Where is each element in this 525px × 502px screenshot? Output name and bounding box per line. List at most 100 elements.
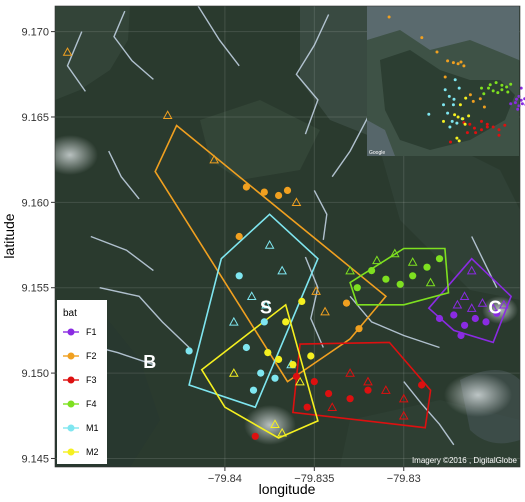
legend-box	[57, 300, 107, 464]
triangle-m2	[228, 368, 239, 377]
inset-point-f3	[480, 119, 483, 123]
inset-point-m2	[463, 122, 467, 126]
inset-point-f2	[462, 64, 466, 68]
stream-line	[66, 31, 86, 92]
inset-point-f3	[497, 133, 501, 137]
triangle-m1	[246, 291, 257, 300]
x-tick-label: −79.83	[387, 473, 421, 485]
inset-point-f4	[482, 92, 486, 96]
point-f2	[235, 232, 243, 241]
region-label-c: C	[489, 297, 502, 317]
inset-point-f2	[456, 62, 460, 66]
triangle-f2	[291, 197, 302, 207]
point-f4	[353, 284, 361, 292]
triangle-f4	[425, 277, 436, 287]
stream-line	[197, 6, 240, 67]
triangle-f2	[209, 154, 220, 164]
inset-point-m1	[453, 78, 457, 82]
inset-point-f1	[520, 102, 524, 106]
point-f3	[292, 372, 300, 381]
inset-point-f2	[443, 75, 447, 79]
streams-layer	[66, 6, 498, 446]
stream-line	[313, 190, 328, 240]
point-f2	[283, 186, 292, 194]
triangle-f1	[466, 303, 477, 312]
inset-point-m1	[457, 86, 461, 90]
point-m2	[307, 352, 315, 360]
inset-point-f3	[503, 123, 507, 127]
point-f3	[310, 378, 318, 386]
inset-point-f1	[517, 94, 521, 98]
triangle-f2	[162, 110, 173, 119]
inset-point-f3	[497, 128, 501, 132]
point-m1	[249, 386, 258, 394]
point-m2	[275, 355, 283, 363]
inset-point-m1	[450, 119, 454, 123]
inset-point-f1	[516, 107, 520, 111]
legend: bat F1 F2 F3 F4 M1 M2	[57, 300, 107, 464]
inset-point-f2	[420, 36, 424, 40]
x-tick-label: −79.835	[294, 473, 334, 485]
inset-point-f4	[488, 83, 492, 87]
x-tick-label: −79.84	[208, 473, 242, 485]
point-f2	[260, 188, 268, 196]
y-tick-label: 9.155	[21, 283, 49, 295]
panel-border	[54, 5, 521, 468]
inset-point-m1	[446, 111, 450, 115]
point-f3	[418, 381, 426, 389]
inset-point-f4	[500, 88, 504, 92]
inset-point-f4	[496, 91, 500, 95]
inset-point-f1	[517, 104, 521, 108]
inset-point-m1	[427, 112, 431, 116]
point-f1	[471, 314, 479, 323]
triangle-f1	[459, 291, 470, 300]
inset-point-f3	[449, 140, 452, 144]
stream-line	[113, 10, 154, 80]
triangle-f1	[488, 303, 499, 312]
inset-point-f1	[509, 102, 513, 106]
inset-point-f2	[446, 59, 450, 63]
point-m1	[185, 347, 193, 355]
legend-key-f2	[67, 352, 75, 360]
legend-entries: F1 F2 F3 F4 M1 M2	[63, 327, 99, 457]
point-f1	[450, 311, 458, 319]
y-axis: 9.145 9.150 9.155 9.160 9.165 9.170	[21, 27, 55, 465]
inset-point-m1	[443, 88, 447, 92]
point-f2	[342, 299, 351, 307]
inset-point-f4	[480, 86, 483, 90]
triangle-f2	[320, 306, 330, 316]
point-m2	[298, 297, 306, 305]
inset-map: Google	[367, 6, 525, 156]
point-f3	[325, 390, 333, 398]
stream-line	[331, 116, 369, 178]
hull-m1	[188, 213, 319, 409]
stream-line	[99, 287, 190, 349]
inset-point-f2	[468, 93, 472, 97]
point-f1	[435, 314, 444, 323]
y-tick-label: 9.165	[21, 112, 49, 124]
inset-point-f1	[519, 86, 523, 90]
inset-point-m1	[451, 103, 455, 107]
triangle-m2	[270, 419, 280, 429]
point-m1	[271, 374, 279, 382]
inset-point-f2	[387, 15, 391, 19]
legend-key-f4	[67, 400, 75, 408]
legend-key-m2	[67, 448, 75, 456]
legend-label-f1: F1	[86, 327, 97, 337]
triangle-f2	[62, 47, 73, 56]
triangle-f4	[372, 255, 382, 265]
inset-point-f2	[451, 61, 455, 65]
point-f3	[251, 432, 259, 440]
point-f4	[423, 263, 431, 271]
y-tick-label: 9.170	[21, 27, 49, 39]
inset-point-f4	[491, 89, 495, 93]
inset-attribution: Google	[369, 150, 385, 156]
triangle-m1	[264, 240, 275, 249]
point-f2	[242, 183, 250, 191]
point-m2	[282, 318, 290, 326]
point-m2	[264, 349, 272, 357]
inset-point-f3	[468, 122, 472, 126]
inset-points	[387, 15, 525, 144]
point-f3	[364, 386, 372, 394]
